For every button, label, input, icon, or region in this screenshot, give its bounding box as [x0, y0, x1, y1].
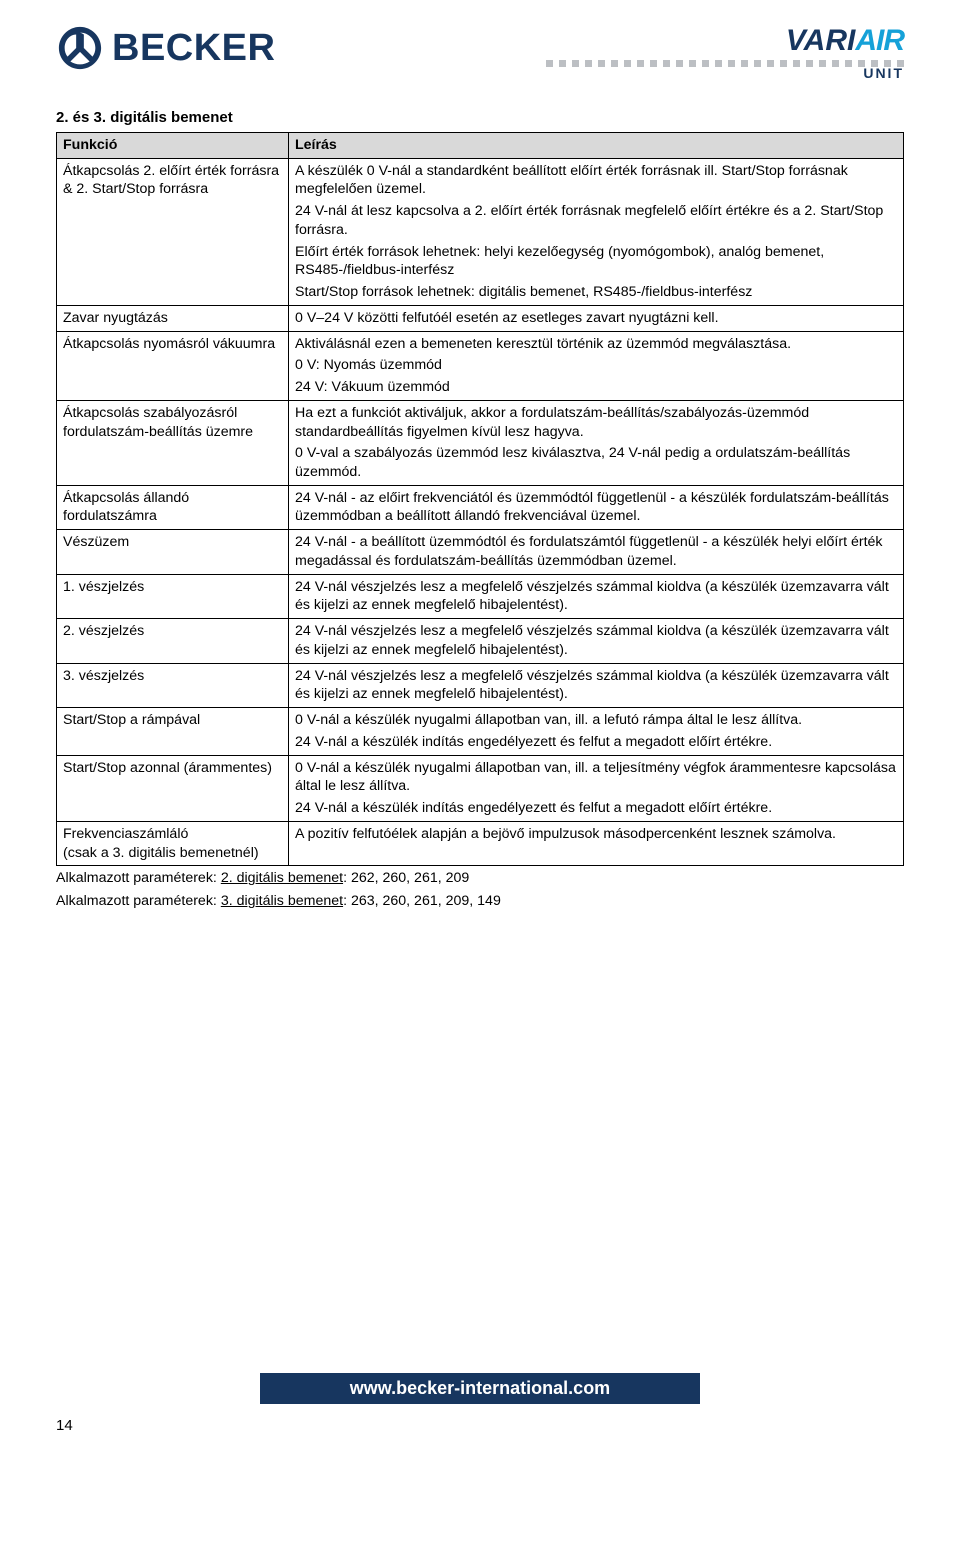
variair-vari: VARI [786, 24, 855, 57]
cell-function: Start/Stop azonnal (árammentes) [57, 755, 289, 821]
cell-description: 0 V-nál a készülék nyugalmi állapotban v… [289, 755, 904, 821]
desc-paragraph: 24 V-nál - a beállított üzemmódtól és fo… [295, 533, 897, 570]
table-row: Frekvenciaszámláló (csak a 3. digitális … [57, 821, 904, 865]
desc-paragraph: A pozitív felfutóélek alapján a bejövő i… [295, 825, 897, 844]
cell-description: A készülék 0 V-nál a standardként beállí… [289, 158, 904, 305]
cell-description: A pozitív felfutóélek alapján a bejövő i… [289, 821, 904, 865]
desc-paragraph: 24 V-nál vészjelzés lesz a megfelelő vés… [295, 622, 897, 659]
desc-paragraph: 24 V-nál át lesz kapcsolva a 2. előírt é… [295, 202, 897, 239]
desc-paragraph: A készülék 0 V-nál a standardként beállí… [295, 162, 897, 199]
becker-wordmark: BECKER [112, 27, 275, 70]
cell-function: Zavar nyugtázás [57, 305, 289, 331]
cell-description: 24 V-nál - az előirt frekvenciától és üz… [289, 485, 904, 529]
desc-paragraph: Ha ezt a funkciót aktiváljuk, akkor a fo… [295, 404, 897, 441]
cell-description: Aktiválásnál ezen a bemeneten keresztül … [289, 331, 904, 400]
applied-params-1: Alkalmazott paraméterek: 2. digitális be… [56, 869, 904, 889]
cell-description: 24 V-nál - a beállított üzemmódtól és fo… [289, 530, 904, 574]
cell-function: Start/Stop a rámpával [57, 708, 289, 755]
cell-description: Ha ezt a funkciót aktiváljuk, akkor a fo… [289, 400, 904, 485]
footer-url: www.becker-international.com [260, 1373, 700, 1404]
desc-paragraph: Aktiválásnál ezen a bemeneten keresztül … [295, 335, 897, 354]
footer-bar: www.becker-international.com [0, 1373, 960, 1404]
ap2-u: 3. digitális bemenet [221, 893, 343, 909]
th-description: Leírás [289, 133, 904, 159]
section-title: 2. és 3. digitális bemenet [56, 109, 904, 126]
cell-function: Átkapcsolás szabályozásról fordulatszám-… [57, 400, 289, 485]
desc-paragraph: 24 V-nál vészjelzés lesz a megfelelő vés… [295, 667, 897, 704]
desc-paragraph: 24 V-nál vészjelzés lesz a megfelelő vés… [295, 578, 897, 615]
cell-function: Vészüzem [57, 530, 289, 574]
table-row: Start/Stop a rámpával 0 V-nál a készülék … [57, 708, 904, 755]
desc-paragraph: 0 V-nál a készülék nyugalmi állapotban v… [295, 759, 897, 796]
variair-unit: UNIT [546, 65, 904, 81]
cell-function: Átkapcsolás állandó fordulatszámra [57, 485, 289, 529]
cell-description: 24 V-nál vészjelzés lesz a megfelelő vés… [289, 663, 904, 707]
table-row: Átkapcsolás állandó fordulatszámra24 V-n… [57, 485, 904, 529]
cell-function: Átkapcsolás 2. előírt érték forrásra & 2… [57, 158, 289, 305]
cell-description: 0 V–24 V közötti felfutóél esetén az ese… [289, 305, 904, 331]
table-row: 2. vészjelzés24 V-nál vészjelzés lesz a … [57, 619, 904, 663]
ap1-pre: Alkalmazott paraméterek: [56, 870, 221, 886]
cell-function: 1. vészjelzés [57, 574, 289, 618]
table-row: Átkapcsolás szabályozásról fordulatszám-… [57, 400, 904, 485]
page-number: 14 [56, 1417, 73, 1434]
cell-function: 3. vészjelzés [57, 663, 289, 707]
ap2-post: : 263, 260, 261, 209, 149 [343, 893, 501, 909]
function-table: Funkció Leírás Átkapcsolás 2. előírt ért… [56, 132, 904, 866]
page-header: BECKER VARIAIR UNIT [56, 24, 904, 81]
cell-function: Frekvenciaszámláló (csak a 3. digitális … [57, 821, 289, 865]
desc-paragraph: Előírt érték források lehetnek: helyi ke… [295, 243, 897, 280]
desc-paragraph: 24 V-nál - az előirt frekvenciától és üz… [295, 489, 897, 526]
cell-function: Átkapcsolás nyomásról vákuumra [57, 331, 289, 400]
desc-paragraph: 0 V-val a szabályozás üzemmód lesz kivál… [295, 444, 897, 481]
cell-description: 24 V-nál vészjelzés lesz a megfelelő vés… [289, 574, 904, 618]
desc-paragraph: 0 V-nál a készülék nyugalmi állapotban v… [295, 711, 897, 730]
table-row: 3. vészjelzés24 V-nál vészjelzés lesz a … [57, 663, 904, 707]
desc-paragraph: 24 V: Vákuum üzemmód [295, 378, 897, 397]
table-row: Zavar nyugtázás 0 V–24 V közötti felfutóé… [57, 305, 904, 331]
ap1-post: : 262, 260, 261, 209 [343, 870, 469, 886]
desc-paragraph: Start/Stop források lehetnek: digitális … [295, 283, 897, 302]
table-row: Átkapcsolás nyomásról vákuumra Aktiválásn… [57, 331, 904, 400]
desc-paragraph: 24 V-nál a készülék indítás engedélyezet… [295, 799, 897, 818]
desc-paragraph: 0 V–24 V közötti felfutóél esetén az ese… [295, 309, 897, 328]
desc-paragraph: 0 V: Nyomás üzemmód [295, 356, 897, 375]
table-row: Vészüzem24 V-nál - a beállított üzemmódt… [57, 530, 904, 574]
cell-function: 2. vészjelzés [57, 619, 289, 663]
th-function: Funkció [57, 133, 289, 159]
table-row: Átkapcsolás 2. előírt érték forrásra & 2… [57, 158, 904, 305]
cell-description: 24 V-nál vészjelzés lesz a megfelelő vés… [289, 619, 904, 663]
ap2-pre: Alkalmazott paraméterek: [56, 893, 221, 909]
ap1-u: 2. digitális bemenet [221, 870, 343, 886]
becker-logo: BECKER [56, 24, 275, 72]
table-row: 1. vészjelzés24 V-nál vészjelzés lesz a … [57, 574, 904, 618]
cell-description: 0 V-nál a készülék nyugalmi állapotban v… [289, 708, 904, 755]
desc-paragraph: 24 V-nál a készülék indítás engedélyezet… [295, 733, 897, 752]
becker-icon [56, 24, 104, 72]
table-header-row: Funkció Leírás [57, 133, 904, 159]
table-row: Start/Stop azonnal (árammentes)0 V-nál a… [57, 755, 904, 821]
variair-logo: VARIAIR UNIT [546, 24, 904, 81]
applied-params-2: Alkalmazott paraméterek: 3. digitális be… [56, 892, 904, 912]
variair-air: AIR [855, 24, 904, 57]
